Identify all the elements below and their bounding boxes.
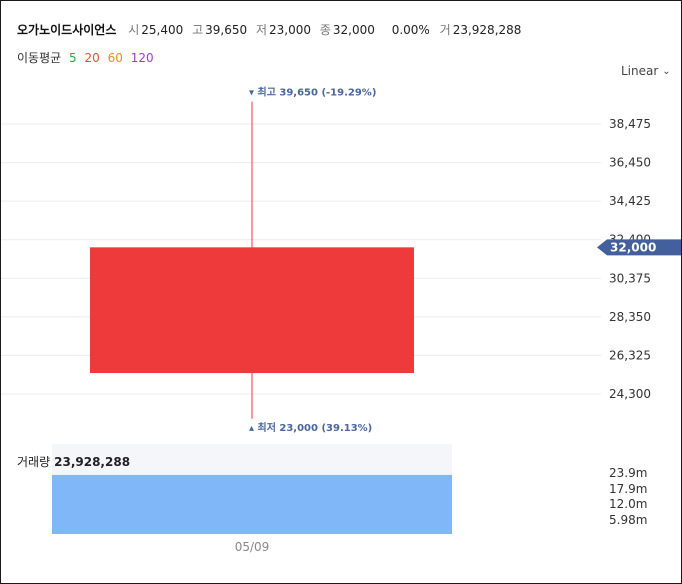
x-tick-label: 05/09 (235, 540, 270, 554)
price-tag-shape (597, 239, 681, 256)
y-tick-label: 38,475 (609, 117, 651, 131)
volume-tick-label: 17.9m (609, 482, 647, 496)
ma-period-20[interactable]: 20 (84, 51, 100, 65)
ma-period-60[interactable]: 60 (107, 51, 123, 65)
open-label: 시 (128, 23, 140, 37)
ma-period-5[interactable]: 5 (69, 51, 77, 65)
moving-average-legend: 이동평균 5 20 60 120 (17, 49, 158, 66)
x-axis: 05/09 (235, 540, 270, 554)
volume-tick-label: 5.98m (609, 513, 647, 527)
y-tick-label: 36,450 (609, 156, 651, 170)
stock-name: 오가노이드사이언스 (17, 23, 117, 37)
ohlc-header: 오가노이드사이언스 시 25,400 고 39,650 저 23,000 종 32,00… (17, 21, 526, 38)
y-axis: 38,47536,45034,42532,40030,37528,35026,3… (609, 117, 651, 401)
open-value: 25,400 (141, 23, 184, 37)
y-tick-label: 28,350 (609, 310, 651, 324)
ma-period-120[interactable]: 120 (130, 51, 154, 65)
high-label: 고 (192, 23, 204, 37)
candle-group[interactable] (90, 101, 414, 419)
scale-toggle[interactable]: Linear ⌄ (621, 64, 671, 78)
volume-tick-label: 12.0m (609, 497, 647, 511)
high-annotation: ▾ 최고 39,650 (-19.29%) (249, 86, 376, 99)
close-label: 종 (319, 23, 331, 37)
current-price-tag: 32,000 (597, 239, 681, 256)
low-value: 23,000 (269, 23, 311, 37)
low-label: 저 (255, 23, 267, 37)
volume-label-text: 거래량 (17, 455, 51, 469)
volume-tick-label: 23.9m (609, 466, 647, 480)
annotations: ▾ 최고 39,650 (-19.29%) ▴ 최저 23,000 (39.13%… (249, 86, 376, 434)
candle-body[interactable] (90, 247, 414, 374)
close-value: 32,000 (332, 23, 375, 37)
low-annotation: ▴ 최저 23,000 (39.13%) (249, 421, 372, 434)
y-tick-label: 24,300 (609, 387, 651, 401)
high-value: 39,650 (205, 23, 248, 37)
volume-label: 거래량 23,928,288 (17, 453, 130, 470)
volume-header-band (52, 444, 452, 475)
price-tag-text: 32,000 (610, 240, 656, 254)
change-percent: 0.00% (391, 23, 430, 37)
moving-average-label: 이동평균 (17, 51, 62, 65)
scale-toggle-label: Linear (621, 64, 659, 78)
volume-label-value: 23,928,288 (54, 455, 131, 469)
y-tick-label: 34,425 (609, 194, 651, 208)
chevron-down-icon: ⌄ (662, 66, 671, 77)
volume-header-value: 23,928,288 (452, 23, 522, 37)
y-tick-label: 26,325 (609, 348, 651, 362)
volume-bar[interactable] (52, 474, 452, 534)
volume-header-label: 거 (439, 23, 451, 37)
y-tick-label: 30,375 (609, 271, 651, 285)
